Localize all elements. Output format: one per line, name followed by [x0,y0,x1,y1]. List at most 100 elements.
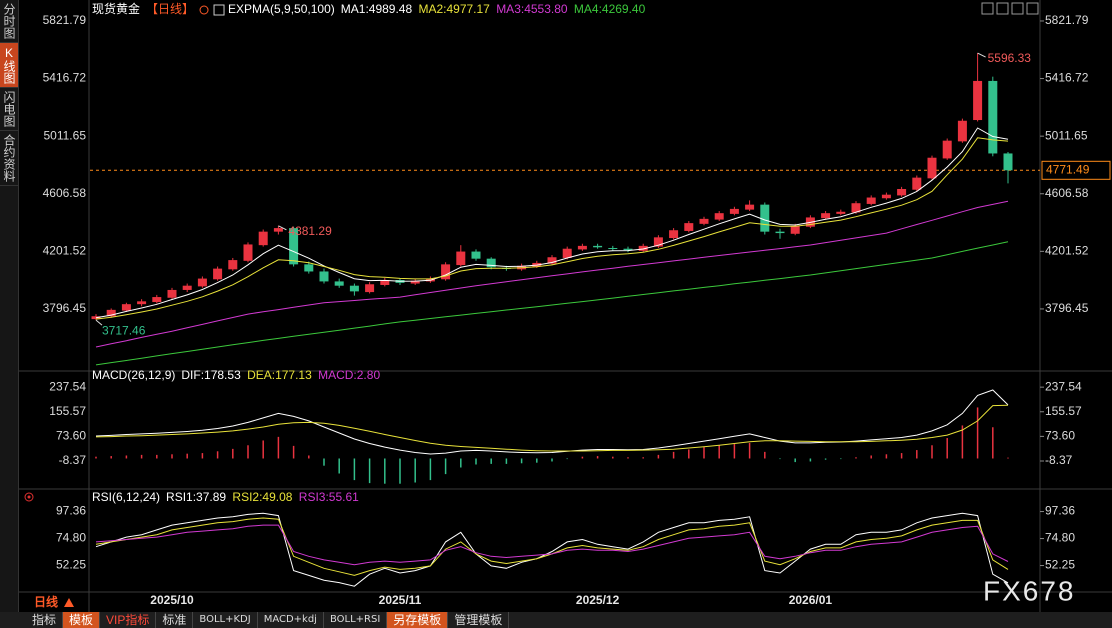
y-tick-label: 97.36 [56,504,86,518]
y-tick-label: 3796.45 [1045,301,1089,315]
period-label[interactable]: 日线 [34,594,58,609]
tab[interactable]: 分时图 [0,0,18,43]
candle-body [456,251,466,266]
candle-body [273,228,283,232]
y-tick-label: 74.80 [56,531,86,545]
candle-body [699,218,709,224]
legend-subtitle: 【日线】 [146,2,194,16]
candle-body [593,245,603,248]
toolbar-button[interactable]: MACD+kdj [258,612,324,628]
y-tick-label: 73.60 [1045,429,1075,443]
series-line [95,127,1009,319]
y-tick-label: 5821.79 [43,13,87,27]
legend-entry: DEA:177.13 [247,368,312,382]
candle-body [197,278,207,287]
series-line [95,389,1009,455]
candle-body [441,264,451,280]
y-tick-label: 5821.79 [1045,13,1089,27]
legend-entry: RSI1:37.89 [166,490,226,504]
candle-body [653,237,663,247]
x-tick-label: 2025/12 [576,593,620,607]
series-line [95,404,1009,452]
candle-body [973,80,983,121]
y-tick-label: 52.25 [1045,558,1075,572]
series-line [95,517,1009,576]
legend-entry: MA4:4269.40 [574,2,646,16]
icon[interactable] [1026,2,1039,15]
low-leader [95,319,103,326]
toolbar-button[interactable]: BOLL+KDJ [193,612,258,628]
candle-body [152,297,162,303]
y-tick-label: 5011.65 [44,128,87,142]
legend-entry: MA1:4989.48 [341,2,413,16]
candle-body [562,248,572,258]
toolbar-button[interactable]: 指标 [26,612,64,628]
candle-body [851,203,861,213]
y-tick-label: 97.36 [1045,504,1075,518]
candle-body [729,208,739,214]
candle-body [289,228,299,265]
x-tick-label: 2025/10 [150,593,194,607]
legend-title: MACD(26,12,9) [92,368,175,382]
toolbar-button[interactable]: VIP指标 [100,612,157,628]
toolbar-button[interactable]: 另存模板 [387,612,449,628]
tab[interactable]: 闪电图 [0,88,18,131]
candle-body [881,194,891,199]
series-line [95,137,1009,320]
icon[interactable] [996,2,1009,15]
legend-entry: RSI3:55.61 [299,490,359,504]
y-tick-label: 237.54 [1045,379,1082,393]
period-arrow[interactable] [64,598,74,607]
toolbar-button[interactable]: 模板 [63,612,101,628]
y-tick-label: 155.57 [49,404,86,418]
y-tick-label: 5416.72 [1045,71,1089,85]
low-label: 3717.46 [102,323,146,337]
y-tick-label: 4201.52 [1045,244,1089,258]
candle-body [213,268,223,280]
legend-entry: MA3:4553.80 [496,2,568,16]
candle-body [684,223,694,231]
settings-icon[interactable] [24,492,34,502]
candle-body [821,213,831,219]
series-line [95,241,1009,366]
tab[interactable]: K线图 [0,43,18,88]
candle-body [669,230,679,239]
icon[interactable] [981,2,994,15]
candle-body [167,289,177,298]
candle-body [912,177,922,190]
toolbar-button[interactable]: BOLL+RSI [324,612,388,628]
toolbar-button[interactable]: 管理模板 [448,612,510,628]
x-tick-label: 2026/01 [789,593,833,607]
candle-body [471,251,481,259]
candle-body [349,285,359,292]
candle-body [866,197,876,204]
y-tick-label: 5011.65 [1045,128,1088,142]
high-label: 4381.29 [288,224,332,238]
candle-body [106,309,116,317]
candle-body [836,211,846,214]
x-tick-label: 2025/11 [379,593,422,607]
candle-body [243,244,253,261]
candle-body [380,279,390,285]
candle-body [547,257,557,264]
candle-body [638,245,648,251]
legend-entry: RSI2:49.08 [232,490,292,504]
candle-body [121,304,131,311]
icon[interactable] [1011,2,1024,15]
y-tick-label: 4606.58 [43,186,87,200]
candle-body [957,120,967,142]
indicator-icon [213,4,225,16]
candle-body [258,231,268,246]
series-line [95,524,1009,566]
chart: 日线 FX678 5821.79 5821.79 5416.72 5416.72 501… [18,0,1112,612]
side-tabs: 分时图 K线图 闪电图 合约资料 [0,0,19,612]
candle-body [745,204,755,210]
tab[interactable]: 合约资料 [0,131,18,186]
candle-body [988,80,998,154]
toolbar-button[interactable]: 标准 [156,612,194,628]
y-tick-label: 5416.72 [43,71,87,85]
price-tag [1041,160,1111,180]
candle-body [137,301,147,305]
y-tick-label: -8.37 [59,453,87,467]
